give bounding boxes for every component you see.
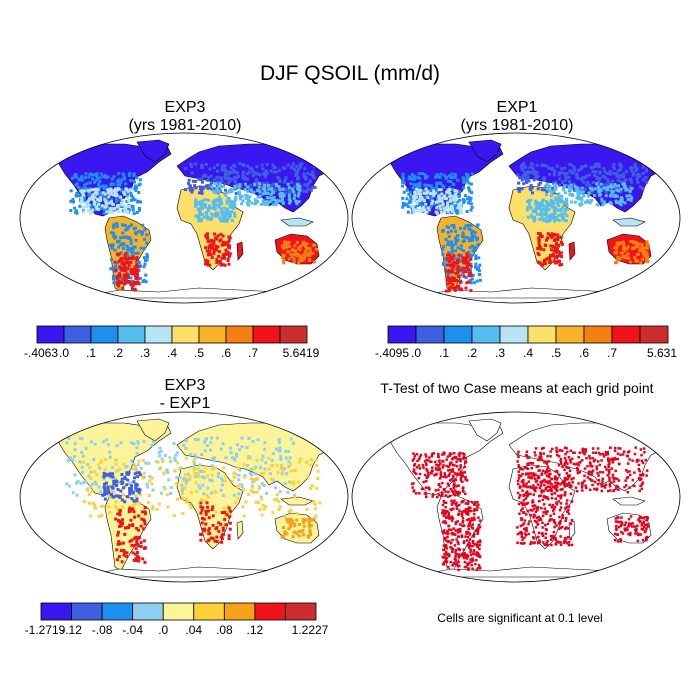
colorbar-swatch <box>71 602 103 621</box>
map-exp1 <box>351 132 681 304</box>
panel-title-ttest: T-Test of two Case means at each grid po… <box>380 380 654 396</box>
land-madagascar <box>568 241 576 261</box>
colorbar-swatch <box>471 325 501 344</box>
colorbar-label: -.12 <box>61 623 82 637</box>
colorbar-label: .6 <box>578 346 590 360</box>
land-madagascar <box>236 241 244 261</box>
colorbar-swatch <box>555 325 585 344</box>
map-exp3 <box>19 132 349 304</box>
colorbar-swatch <box>225 325 254 344</box>
land-madagascar <box>236 520 244 540</box>
colorbar-label: .3 <box>139 346 151 360</box>
colorbar-swatch <box>171 325 200 344</box>
colorbar-swatch <box>527 325 557 344</box>
colorbar-label: -.4063 <box>23 346 59 360</box>
colorbar-label: .0 <box>158 623 169 637</box>
colorbar-label: .08 <box>215 623 233 637</box>
land-greenland <box>468 418 502 442</box>
colorbar-swatch <box>285 602 317 621</box>
land-greenland <box>136 139 170 163</box>
colorbar-swatch <box>101 602 134 621</box>
colorbar-label: -.08 <box>91 623 113 637</box>
colorbar-swatch <box>639 325 669 344</box>
colorbar-swatch <box>415 325 445 344</box>
colorbar-label: .4 <box>166 346 178 360</box>
colorbar-swatch <box>36 325 65 344</box>
colorbar-label: .5 <box>193 346 205 360</box>
colorbar-swatch <box>387 325 417 344</box>
map-frame <box>351 411 681 583</box>
land-antarctica <box>410 566 632 578</box>
land-africa <box>176 185 244 271</box>
colorbar-label: .6 <box>220 346 232 360</box>
colorbar-label: .12 <box>246 623 264 637</box>
colorbar-label: .2 <box>112 346 124 360</box>
colorbar-label: .7 <box>247 346 259 360</box>
colorbar-label: 5.631 <box>646 346 678 360</box>
colorbar-swatch <box>63 325 92 344</box>
colorbar-label: .04 <box>185 623 203 637</box>
colorbar-swatch <box>279 325 308 344</box>
map-frame <box>19 411 349 583</box>
map-ttest <box>351 411 681 583</box>
colorbar-swatch <box>90 325 119 344</box>
colorbar-swatches <box>387 325 669 344</box>
colorbar-swatch <box>144 325 173 344</box>
colorbar-label: -.4095 <box>374 346 410 360</box>
land-indonesia <box>612 217 646 227</box>
land-indonesia <box>280 217 314 227</box>
colorbar-label: .1 <box>438 346 450 360</box>
land-madagascar <box>568 520 576 540</box>
land-indon <box>612 496 646 506</box>
colorbar-swatches <box>40 602 317 621</box>
land-indon <box>280 496 314 506</box>
colorbar-swatch <box>162 602 195 621</box>
colorbar-swatch <box>611 325 641 344</box>
land-greenland <box>136 418 170 442</box>
colorbar-swatch <box>198 325 227 344</box>
colorbar-label: 1.2227 <box>291 623 329 637</box>
colorbar-label: .0 <box>58 346 70 360</box>
colorbar-label: 5.6419 <box>282 346 320 360</box>
colorbar-label: -.04 <box>122 623 143 637</box>
colorbar-swatch <box>499 325 529 344</box>
map-frame <box>19 132 349 304</box>
colorbar-exp1: -.4095.0 .1 .2 .3 .4 .5 .6 .7 5.631 <box>375 325 677 360</box>
colorbar-label: .0 <box>410 346 422 360</box>
colorbar-swatch <box>223 602 256 621</box>
land-antarctica <box>78 287 300 299</box>
panel-title-exp1: EXP1 (yrs 1981-2010) <box>460 99 574 134</box>
colorbar-swatch <box>254 602 286 621</box>
colorbar-swatch <box>117 325 146 344</box>
colorbar-label: .4 <box>522 346 534 360</box>
panel-title-diff: EXP3- EXP1 <box>159 377 211 412</box>
colorbar-label: -1.2719 <box>24 623 66 637</box>
colorbar-swatch <box>40 602 72 621</box>
land-australia <box>274 233 320 265</box>
colorbar-swatch <box>443 325 473 344</box>
colorbar-label: .7 <box>606 346 618 360</box>
colorbar-exp3: -.4063.0 .1 .2 .3 .4 .5 .6 .7 5.6419 <box>24 325 319 360</box>
colorbar-label: .5 <box>550 346 562 360</box>
colorbar-label: .2 <box>466 346 478 360</box>
land-greenland <box>468 139 502 163</box>
colorbar-swatch <box>583 325 613 344</box>
colorbar-diff: -1.2719 -.12 -.08 -.04 .0 .04 .08 .12 1.2227 <box>25 602 328 637</box>
colorbar-swatch <box>132 602 164 621</box>
colorbar-swatch <box>193 602 225 621</box>
panel-title-exp3: EXP3 (yrs 1981-2010) <box>128 99 242 134</box>
colorbar-swatch <box>252 325 281 344</box>
colorbar-swatches <box>36 325 308 344</box>
figure-title: DJF QSOIL (mm/d) <box>259 62 441 85</box>
colorbar-label: .1 <box>85 346 97 360</box>
land-antarctica <box>78 566 300 578</box>
map-frame <box>351 132 681 304</box>
colorbar-label: .3 <box>494 346 506 360</box>
land-antarctica <box>410 287 632 299</box>
map-diff <box>19 411 349 583</box>
ttest-note: Cells are significant at 0.1 level <box>437 611 603 625</box>
